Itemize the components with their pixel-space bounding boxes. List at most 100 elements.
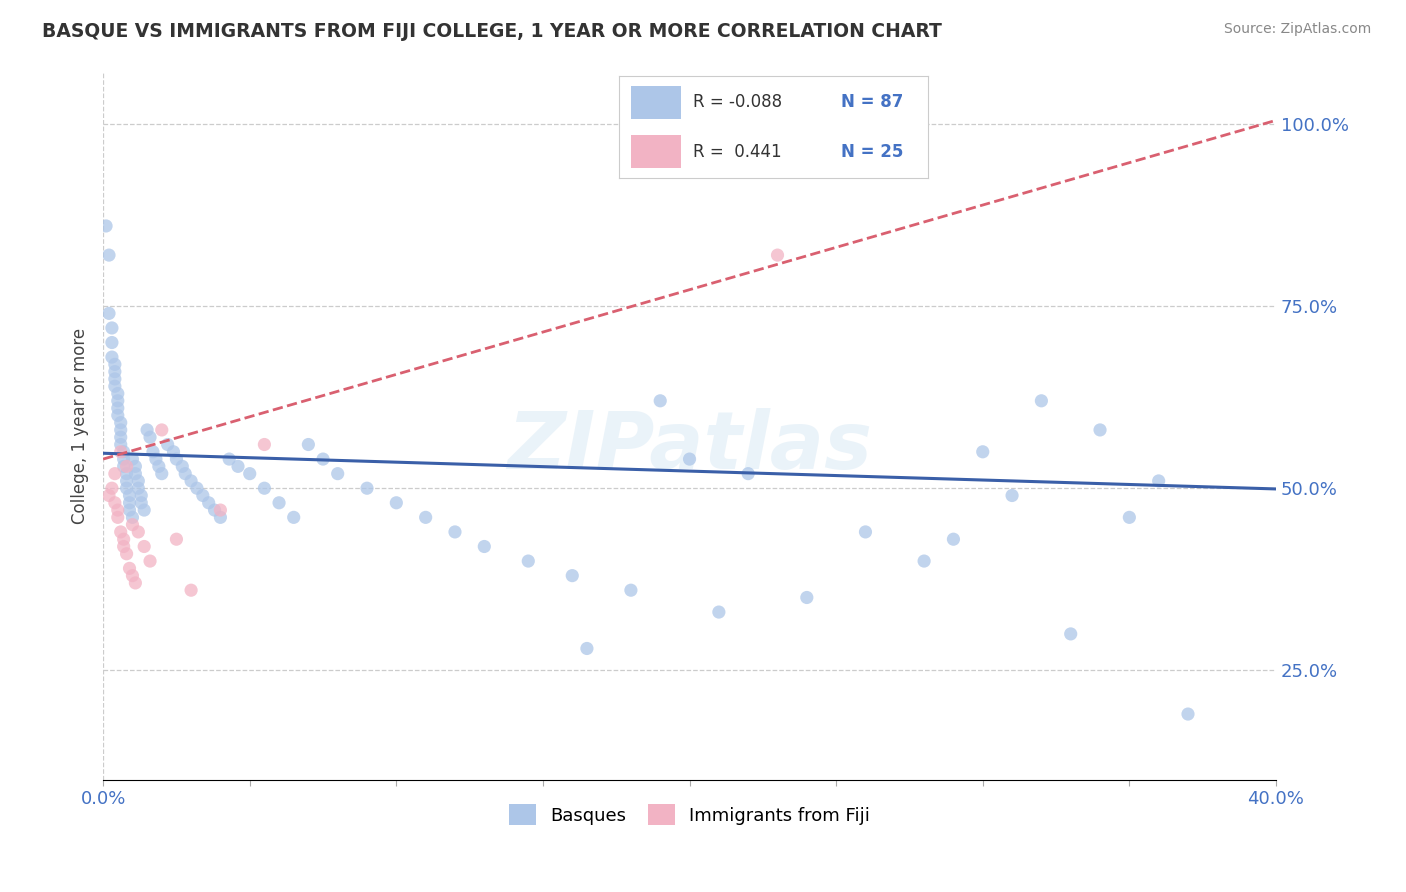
Point bbox=[104, 365, 127, 379]
Point bbox=[110, 416, 132, 430]
Point bbox=[737, 467, 759, 481]
Bar bbox=[631, 136, 681, 168]
Point bbox=[110, 423, 132, 437]
Point bbox=[118, 561, 141, 575]
Point bbox=[326, 467, 349, 481]
Point bbox=[472, 540, 495, 554]
Point bbox=[115, 459, 138, 474]
Point bbox=[209, 510, 232, 524]
Point bbox=[110, 444, 132, 458]
Point bbox=[356, 481, 378, 495]
Point bbox=[118, 503, 141, 517]
Point bbox=[972, 444, 994, 458]
Point bbox=[134, 503, 156, 517]
Point bbox=[1088, 423, 1111, 437]
Text: ZIPatlas: ZIPatlas bbox=[508, 409, 872, 486]
Point bbox=[115, 474, 138, 488]
Point bbox=[104, 372, 127, 386]
Point bbox=[112, 459, 135, 474]
Point bbox=[912, 554, 935, 568]
Point bbox=[107, 393, 129, 408]
Point bbox=[124, 459, 146, 474]
Point bbox=[115, 547, 138, 561]
Point bbox=[104, 467, 127, 481]
Point bbox=[575, 641, 598, 656]
Point bbox=[118, 488, 141, 502]
Point bbox=[297, 437, 319, 451]
Point bbox=[110, 437, 132, 451]
Point bbox=[101, 350, 124, 364]
Point bbox=[253, 481, 276, 495]
Point bbox=[1031, 393, 1053, 408]
Point bbox=[1147, 474, 1170, 488]
Point bbox=[139, 554, 162, 568]
Text: R = -0.088: R = -0.088 bbox=[693, 94, 782, 112]
Point bbox=[218, 452, 240, 467]
Point bbox=[209, 503, 232, 517]
Point bbox=[620, 583, 643, 598]
Point bbox=[204, 503, 226, 517]
Point bbox=[197, 496, 219, 510]
Point bbox=[107, 510, 129, 524]
Point bbox=[94, 219, 117, 233]
Point bbox=[145, 452, 167, 467]
Point bbox=[165, 532, 187, 546]
Point bbox=[127, 481, 149, 495]
Point bbox=[165, 452, 187, 467]
Point bbox=[118, 496, 141, 510]
Point bbox=[444, 524, 467, 539]
Legend: Basques, Immigrants from Fiji: Basques, Immigrants from Fiji bbox=[499, 796, 879, 834]
Point bbox=[415, 510, 437, 524]
Bar bbox=[631, 87, 681, 119]
Point bbox=[283, 510, 305, 524]
Point bbox=[101, 335, 124, 350]
Point bbox=[517, 554, 540, 568]
Point bbox=[253, 437, 276, 451]
Point bbox=[1177, 707, 1199, 722]
Point bbox=[707, 605, 730, 619]
Point bbox=[121, 517, 143, 532]
Point bbox=[112, 532, 135, 546]
Point bbox=[136, 423, 159, 437]
Y-axis label: College, 1 year or more: College, 1 year or more bbox=[72, 328, 89, 524]
Text: BASQUE VS IMMIGRANTS FROM FIJI COLLEGE, 1 YEAR OR MORE CORRELATION CHART: BASQUE VS IMMIGRANTS FROM FIJI COLLEGE, … bbox=[42, 22, 942, 41]
Point bbox=[101, 481, 124, 495]
Point bbox=[98, 306, 121, 320]
Point bbox=[121, 510, 143, 524]
Point bbox=[1118, 510, 1140, 524]
Point bbox=[104, 379, 127, 393]
Text: N = 87: N = 87 bbox=[841, 94, 904, 112]
Point bbox=[98, 488, 121, 502]
Point bbox=[112, 540, 135, 554]
Point bbox=[115, 481, 138, 495]
Text: R =  0.441: R = 0.441 bbox=[693, 143, 782, 161]
Point bbox=[142, 444, 165, 458]
Point bbox=[942, 532, 965, 546]
Point bbox=[129, 488, 152, 502]
Point bbox=[139, 430, 162, 444]
Point bbox=[174, 467, 197, 481]
Point bbox=[121, 452, 143, 467]
Point bbox=[186, 481, 208, 495]
Point bbox=[127, 524, 149, 539]
Point bbox=[124, 575, 146, 590]
Point bbox=[121, 568, 143, 582]
Point bbox=[148, 459, 170, 474]
Point bbox=[107, 386, 129, 401]
Point bbox=[110, 430, 132, 444]
Point bbox=[385, 496, 408, 510]
Point bbox=[124, 467, 146, 481]
Point bbox=[107, 503, 129, 517]
Point bbox=[172, 459, 194, 474]
Point bbox=[561, 568, 583, 582]
Point bbox=[180, 474, 202, 488]
Point bbox=[150, 467, 173, 481]
Point bbox=[191, 488, 214, 502]
Point bbox=[678, 452, 700, 467]
Point bbox=[156, 437, 179, 451]
Point bbox=[650, 393, 672, 408]
Point bbox=[107, 409, 129, 423]
Point bbox=[766, 248, 789, 262]
Point bbox=[162, 444, 184, 458]
Point bbox=[110, 524, 132, 539]
